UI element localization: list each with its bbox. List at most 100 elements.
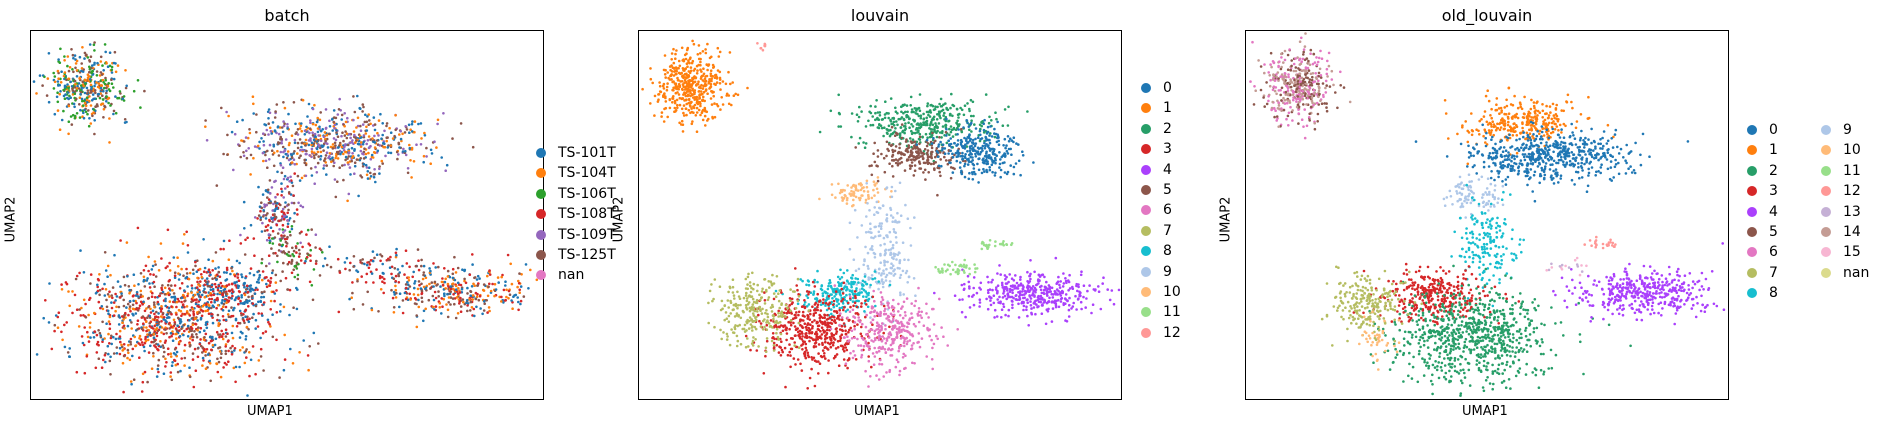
scatter-point <box>257 278 260 281</box>
scatter-point <box>252 273 256 277</box>
scatter-point <box>687 97 691 101</box>
scatter-point <box>262 301 266 304</box>
scatter-point <box>82 298 86 302</box>
scatter-point <box>156 343 160 346</box>
scatter-point <box>101 320 104 324</box>
scatter-point <box>235 325 239 328</box>
scatter-point <box>909 149 913 152</box>
scatter-point <box>186 244 190 247</box>
scatter-point <box>708 56 712 60</box>
scatter-point <box>353 110 357 114</box>
scatter-point <box>670 52 674 55</box>
scatter-point <box>156 300 160 304</box>
scatter-point <box>970 121 973 125</box>
scatter-point <box>227 309 231 313</box>
scatter-point <box>873 213 876 216</box>
scatter-point <box>188 271 192 275</box>
scatter-point <box>272 151 276 155</box>
scatter-point <box>245 284 249 288</box>
scatter-point <box>165 316 169 320</box>
scatter-point <box>884 260 887 264</box>
scatter-point <box>268 143 272 147</box>
scatter-point <box>44 299 47 302</box>
scatter-point <box>69 80 72 84</box>
scatter-point <box>196 311 199 314</box>
scatter-point <box>685 82 689 85</box>
scatter-point <box>78 96 82 99</box>
scatter-point <box>687 108 691 112</box>
scatter-point <box>239 330 243 334</box>
scatter-point <box>256 325 260 328</box>
scatter-point <box>687 75 691 78</box>
scatter-point <box>186 294 189 298</box>
scatter-point <box>274 110 277 113</box>
scatter-point <box>991 152 995 156</box>
scatter-point <box>114 309 117 313</box>
scatter-point <box>89 273 93 276</box>
scatter-point <box>268 111 272 115</box>
scatter-point <box>248 299 251 303</box>
scatter-point <box>395 150 399 154</box>
scatter-point <box>915 140 919 144</box>
scatter-point <box>238 336 242 339</box>
scatter-point <box>702 84 705 88</box>
scatter-point <box>989 132 992 135</box>
scatter-point <box>876 176 880 179</box>
scatter-point <box>276 202 279 205</box>
scatter-point <box>61 338 64 342</box>
scatter-point <box>883 170 887 174</box>
scatter-point <box>79 314 83 317</box>
scatter-point <box>649 102 652 105</box>
scatter-point <box>527 287 530 290</box>
scatter-point <box>943 152 947 155</box>
scatter-point <box>82 99 86 103</box>
scatter-point <box>840 276 844 279</box>
scatter-point <box>491 282 494 286</box>
scatter-point <box>284 201 287 204</box>
scatter-point <box>127 343 130 347</box>
scatter-point <box>378 276 382 280</box>
scatter-point <box>268 262 271 265</box>
scatter-point <box>267 320 270 324</box>
scatter-point <box>204 323 208 327</box>
scatter-point <box>238 261 241 265</box>
scatter-point <box>124 86 128 90</box>
scatter-point <box>138 334 142 338</box>
scatter-point <box>136 226 140 230</box>
scatter-point <box>418 283 421 287</box>
scatter-point <box>188 314 192 317</box>
scatter-point <box>68 94 71 98</box>
scatter-point <box>122 343 126 346</box>
scatter-point <box>114 70 118 74</box>
scatter-point <box>692 69 696 72</box>
scatter-point <box>336 135 340 138</box>
scatter-point <box>890 125 894 129</box>
scatter-point <box>440 156 444 159</box>
scatter-point <box>224 352 228 356</box>
scatter-point <box>213 343 217 347</box>
scatter-point <box>168 300 172 303</box>
scatter-point <box>210 283 214 287</box>
scatter-point <box>974 155 978 158</box>
scatter-point <box>286 211 289 215</box>
scatter-point <box>132 378 136 382</box>
scatter-point <box>658 81 661 84</box>
scatter-point <box>943 111 946 115</box>
scatter-point <box>146 316 149 320</box>
scatter-point <box>519 302 522 306</box>
scatter-point <box>381 162 385 165</box>
scatter-point <box>888 280 892 283</box>
scatter-point <box>224 349 228 353</box>
scatter-point <box>282 177 286 181</box>
scatter-point <box>356 270 360 274</box>
scatter-point <box>246 136 250 140</box>
scatter-point <box>147 351 151 354</box>
scatter-point <box>429 287 432 290</box>
scatter-point <box>132 294 135 297</box>
scatter-point <box>313 103 316 107</box>
scatter-point <box>238 348 242 352</box>
scatter-point <box>697 100 700 104</box>
scatter-point <box>988 115 991 119</box>
scatter-point <box>108 327 112 331</box>
scatter-point <box>651 81 654 85</box>
